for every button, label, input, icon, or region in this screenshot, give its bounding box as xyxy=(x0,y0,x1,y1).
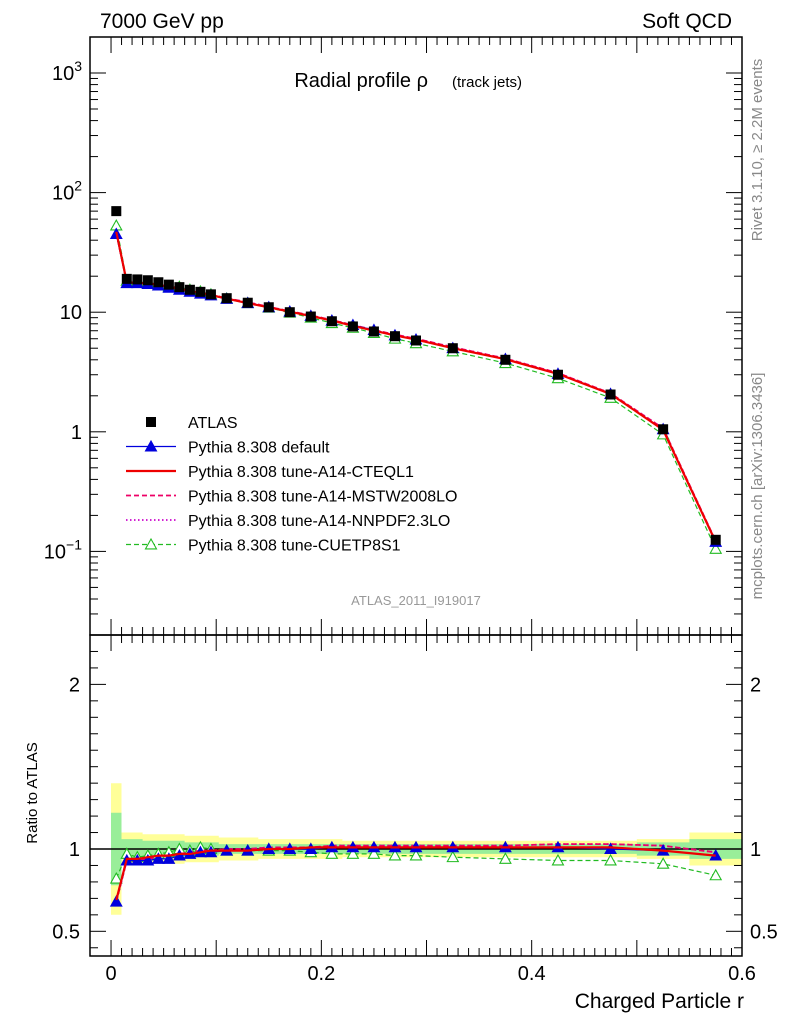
main-point-data xyxy=(121,273,132,284)
ratio-point-cuetp8s1 xyxy=(498,852,512,864)
main-y-tick-label: 10−1 xyxy=(44,536,82,563)
main-point-data xyxy=(132,274,143,285)
main-title-suffix: (track jets) xyxy=(452,74,522,91)
ratio-y-tick-label-right: 0.5 xyxy=(750,921,778,943)
main-point-data xyxy=(500,354,511,365)
x-tick-label: 0.2 xyxy=(307,963,335,985)
main-point-data xyxy=(347,321,358,332)
legend-entry-cteql1: Pythia 8.308 tune-A14-CTEQL1 xyxy=(126,464,414,481)
main-point-data xyxy=(174,282,185,293)
ratio-line-cteql1 xyxy=(115,846,716,901)
legend-entry-nnpdf: Pythia 8.308 tune-A14-NNPDF2.3LO xyxy=(126,513,450,530)
main-y-tick-label: 102 xyxy=(52,178,82,205)
analysis-watermark: ATLAS_2011_I919017 xyxy=(351,593,481,608)
main-point-data xyxy=(389,331,400,342)
legend-marker-data xyxy=(146,417,156,427)
ratio-point-cuetp8s1 xyxy=(388,848,402,861)
ratio-y-tick-label: 2 xyxy=(69,674,80,696)
main-point-data xyxy=(284,307,295,318)
ratio-point-cuetp8s1 xyxy=(325,847,339,859)
ratio-ylabel: Ratio to ATLAS xyxy=(24,742,41,843)
ratio-point-cuetp8s1 xyxy=(709,868,723,881)
legend-marker-default xyxy=(144,439,158,452)
main-y-tick-label: 1 xyxy=(71,422,82,444)
legend-marker-cuetp8s1 xyxy=(144,537,158,550)
legend-label-nnpdf: Pythia 8.308 tune-A14-NNPDF2.3LO xyxy=(188,513,450,530)
rivet-label: Rivet 3.1.10, ≥ 2.2M events xyxy=(749,59,766,242)
legend-entry-data: ATLAS xyxy=(146,415,238,432)
main-point-data xyxy=(195,286,206,297)
ratio-point-default xyxy=(151,852,165,864)
main-title-text: Radial profile ρ xyxy=(294,70,428,92)
main-y-tick-label: 103 xyxy=(52,58,82,85)
main-point-data xyxy=(447,343,458,354)
main-point-cuetp8s1 xyxy=(709,542,723,554)
ratio-point-cuetp8s1 xyxy=(346,847,360,859)
x-tick-label: 0.6 xyxy=(728,963,756,985)
main-point-data xyxy=(221,293,232,304)
header-left: 7000 GeV pp xyxy=(100,10,224,33)
main-point-data xyxy=(658,424,669,435)
main-point-data xyxy=(242,297,253,308)
ratio-point-cuetp8s1 xyxy=(367,847,381,859)
ratio-panel-frame xyxy=(89,634,743,957)
main-point-data xyxy=(111,206,122,217)
legend-label-cteql1: Pythia 8.308 tune-A14-CTEQL1 xyxy=(188,464,414,481)
main-point-data xyxy=(205,289,216,300)
ratio-point-cuetp8s1 xyxy=(656,857,670,869)
ratio-point-cuetp8s1 xyxy=(604,853,617,866)
main-point-data xyxy=(552,369,563,380)
legend-label-data: ATLAS xyxy=(188,415,238,432)
ratio-y-tick-label-right: 2 xyxy=(750,674,761,696)
mcplots-label: mcplots.cern.ch [arXiv:1306.3436] xyxy=(749,373,766,600)
legend-entry-default: Pythia 8.308 default xyxy=(126,440,330,457)
ratio-point-cuetp8s1 xyxy=(409,848,423,861)
main-point-data xyxy=(142,275,153,286)
main-title: Radial profile ρ (track jets) xyxy=(294,70,522,92)
ratio-point-cuetp8s1 xyxy=(446,850,460,863)
main-point-data xyxy=(305,311,316,322)
ratio-series-cteql1 xyxy=(115,846,716,901)
main-series-data xyxy=(111,206,721,545)
header-right: Soft QCD xyxy=(642,10,732,33)
legend-entry-cuetp8s1: Pythia 8.308 tune-CUETP8S1 xyxy=(126,538,401,555)
ratio-y-tick-label-right: 1 xyxy=(750,839,761,861)
ratio-y-tick-label: 0.5 xyxy=(52,921,80,943)
main-point-data xyxy=(326,316,337,327)
main-point-data xyxy=(710,534,721,545)
main-point-data xyxy=(153,277,164,288)
legend-label-mstw: Pythia 8.308 tune-A14-MSTW2008LO xyxy=(188,489,457,506)
main-point-data xyxy=(263,302,274,313)
ratio-point-default xyxy=(162,852,176,864)
ratio-point-cuetp8s1 xyxy=(551,853,565,866)
main-point-data xyxy=(184,284,195,295)
x-axis-label: Charged Particle r xyxy=(575,990,744,1013)
main-point-data xyxy=(368,326,379,337)
x-tick-label: 0.4 xyxy=(518,963,546,985)
main-y-tick-label: 10 xyxy=(60,302,82,324)
legend-entry-mstw: Pythia 8.308 tune-A14-MSTW2008LO xyxy=(126,489,457,506)
main-point-data xyxy=(605,389,616,400)
x-tick-label: 0 xyxy=(105,963,116,985)
legend-label-default: Pythia 8.308 default xyxy=(188,440,330,457)
main-point-data xyxy=(163,279,174,290)
ratio-y-tick-label: 1 xyxy=(69,839,80,861)
ratio-point-default xyxy=(141,853,155,866)
main-point-data xyxy=(411,335,421,346)
ratio-panel: 2 2 1 1 0.5 0.5 0 0.2 0.4 0.6 Ratio to ATLAS Char… xyxy=(24,634,778,1013)
legend-label-cuetp8s1: Pythia 8.308 tune-CUETP8S1 xyxy=(188,538,401,555)
legend: ATLAS Pythia 8.308 default Pythia 8.308 tu… xyxy=(126,415,457,555)
ratio-point-default xyxy=(109,895,123,907)
ratio-point-cuetp8s1 xyxy=(109,871,123,884)
